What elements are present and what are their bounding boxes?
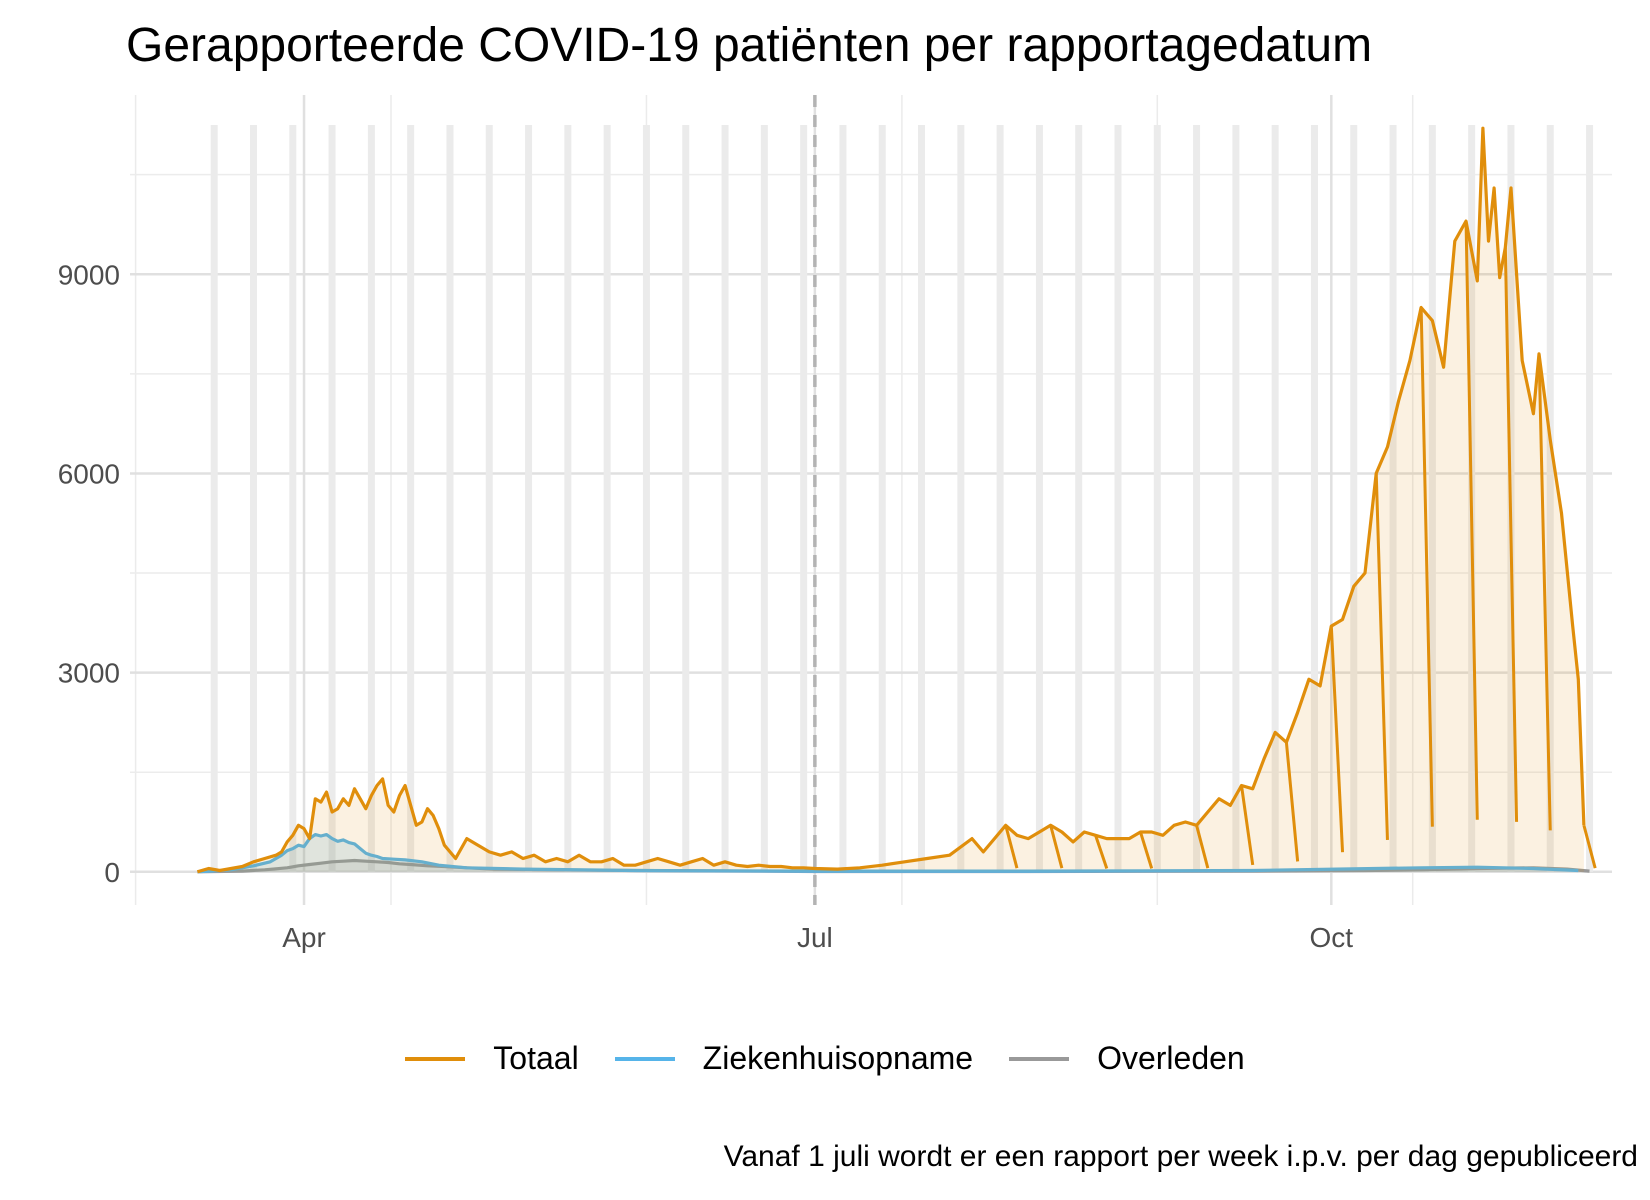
- legend-label-totaal: Totaal: [493, 1040, 579, 1076]
- report-drop-line: [1464, 221, 1479, 820]
- x-tick-label: Jul: [797, 922, 833, 953]
- series-line-totaal: [196, 126, 1586, 874]
- chart-title: Gerapporteerde COVID-19 patiënten per ra…: [126, 19, 1373, 72]
- axes: 0 3000 6000 9000 Apr Jul Oct: [58, 259, 1354, 953]
- y-tick-label: 0: [104, 857, 120, 888]
- legend-swatch-overleden: [1009, 1056, 1070, 1061]
- legend-item-totaal: Totaal: [405, 1040, 579, 1077]
- x-tick-label: Oct: [1310, 922, 1354, 953]
- report-drop-line: [1537, 353, 1552, 831]
- x-tick-label: Apr: [282, 922, 326, 953]
- report-drop-line: [1195, 824, 1210, 869]
- legend: Totaal Ziekenhuisopname Overleden: [0, 1040, 1650, 1077]
- chart-caption: Vanaf 1 juli wordt er een rapport per we…: [723, 1140, 1638, 1173]
- legend-label-ziekenhuisopname: Ziekenhuisopname: [702, 1040, 974, 1076]
- legend-item-overleden: Overleden: [1009, 1040, 1245, 1077]
- report-drop-line: [1139, 831, 1154, 869]
- series-line-ziekenhuisopname: [197, 832, 1579, 874]
- legend-item-ziekenhuisopname: Ziekenhuisopname: [614, 1040, 974, 1077]
- series-line-overleden: [197, 858, 1590, 874]
- legend-swatch-ziekenhuisopname: [614, 1056, 675, 1061]
- report-drop-line: [1503, 247, 1519, 822]
- series-marks: [196, 95, 1597, 905]
- report-drop-line: [1284, 742, 1300, 862]
- report-drop-line: [1419, 307, 1434, 827]
- report-drop-line: [1004, 824, 1019, 869]
- plot-area: 0 3000 6000 9000 Apr Jul Oct: [58, 95, 1612, 953]
- y-tick-label: 9000: [58, 259, 120, 290]
- y-tick-label: 3000: [58, 658, 120, 689]
- report-drop-line: [1582, 824, 1597, 869]
- report-drop-line: [1094, 834, 1109, 869]
- report-drop-line: [1329, 626, 1345, 853]
- series-area-totaal: [197, 128, 1584, 872]
- legend-label-overleden: Overleden: [1097, 1040, 1245, 1076]
- legend-swatch-totaal: [405, 1056, 466, 1061]
- report-drop-line: [1240, 785, 1255, 866]
- report-drop-line: [1374, 473, 1389, 840]
- report-drop-line: [1049, 824, 1064, 869]
- y-tick-label: 6000: [58, 458, 120, 489]
